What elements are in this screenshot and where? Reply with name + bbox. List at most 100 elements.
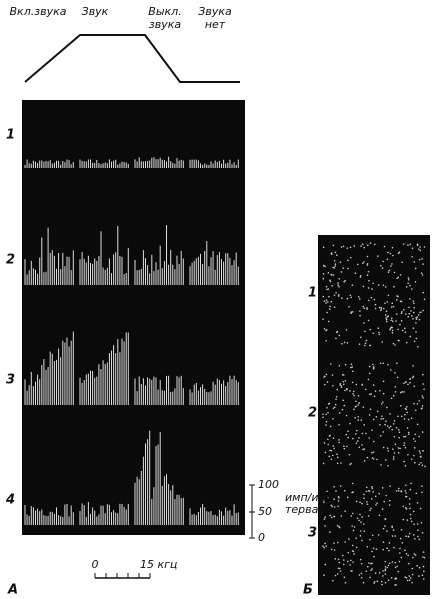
map-dot — [329, 305, 331, 308]
map-dot — [341, 373, 344, 376]
map-dot — [351, 381, 354, 384]
map-dot — [367, 270, 370, 273]
map-dot — [323, 264, 325, 267]
map-dot — [378, 306, 381, 309]
envelope-label: Звук — [82, 5, 109, 18]
map-dot — [365, 490, 368, 493]
map-dot — [414, 461, 416, 464]
map-dot — [389, 252, 392, 255]
map-dot — [423, 556, 426, 559]
map-dot — [332, 579, 334, 582]
map-dot — [376, 410, 379, 413]
map-dot — [369, 538, 371, 541]
map-dot — [334, 574, 337, 577]
map-dot — [367, 378, 370, 381]
map-dot — [365, 486, 368, 489]
map-dot — [366, 308, 368, 310]
map-dot — [391, 331, 394, 334]
map-dot — [374, 307, 377, 310]
map-dot — [325, 413, 327, 416]
envelope-label: Звука — [198, 5, 232, 18]
map-dot — [338, 277, 341, 280]
map-dot — [350, 311, 353, 313]
map-dot — [342, 245, 345, 248]
map-dot — [420, 272, 423, 275]
map-dot — [325, 329, 328, 331]
map-dot — [418, 258, 421, 261]
map-dot — [385, 317, 387, 319]
map-dot — [330, 504, 333, 507]
map-dot — [382, 362, 384, 365]
map-dot — [327, 301, 329, 303]
map-dot — [386, 301, 389, 303]
map-dot — [324, 265, 326, 268]
map-dot — [404, 549, 406, 552]
map-dot — [353, 390, 355, 393]
map-dot — [350, 296, 353, 299]
map-dot — [333, 260, 336, 262]
map-dot — [371, 550, 373, 553]
map-dot — [412, 300, 415, 302]
map-dot — [395, 299, 398, 301]
map-dot — [324, 542, 326, 545]
map-dot — [341, 342, 343, 345]
map-dot — [338, 285, 340, 288]
map-dot — [404, 490, 407, 492]
map-dot — [338, 441, 340, 444]
map-dot — [389, 499, 391, 502]
map-dot — [388, 269, 391, 272]
map-dot — [369, 408, 372, 410]
map-dot — [347, 259, 349, 262]
map-dot — [338, 412, 341, 414]
map-dot — [377, 534, 380, 536]
map-dot — [373, 580, 376, 583]
row-label: 4 — [5, 493, 15, 508]
map-dot — [420, 407, 423, 410]
map-dot — [366, 503, 369, 506]
map-dot — [348, 538, 350, 540]
map-dot — [416, 523, 419, 525]
map-dot — [363, 424, 366, 426]
map-dot — [329, 531, 331, 533]
map-dot — [333, 267, 336, 269]
map-dot — [360, 576, 363, 579]
map-dot — [402, 518, 405, 521]
map-dot — [400, 556, 403, 559]
map-dot — [382, 575, 384, 577]
map-dot — [384, 286, 387, 288]
map-dot — [419, 455, 422, 458]
map-dot — [351, 370, 354, 373]
map-dot — [352, 561, 354, 563]
map-dot — [399, 404, 402, 407]
map-dot — [360, 419, 362, 421]
map-dot — [386, 425, 389, 427]
map-dot — [376, 458, 378, 461]
map-dot — [365, 339, 368, 342]
map-dot — [359, 298, 361, 300]
map-dot — [367, 319, 370, 322]
map-dot — [387, 579, 390, 582]
map-dot — [403, 460, 406, 463]
map-dot — [359, 310, 361, 312]
map-dot — [343, 281, 345, 283]
map-dot — [421, 405, 424, 407]
map-dot — [352, 393, 354, 395]
map-dot — [322, 499, 325, 502]
map-dot — [407, 315, 410, 318]
map-dot — [412, 317, 414, 320]
map-dot — [382, 284, 385, 287]
map-dot — [382, 401, 384, 403]
map-dot — [370, 507, 372, 510]
map-dot — [400, 391, 402, 394]
map-dot — [412, 556, 414, 559]
map-dot — [357, 416, 359, 418]
map-dot — [404, 413, 406, 416]
map-dot — [386, 447, 389, 450]
map-dot — [334, 251, 337, 254]
map-dot — [414, 281, 417, 283]
map-dot — [359, 276, 362, 278]
map-dot — [359, 558, 362, 561]
map-dot — [404, 495, 407, 498]
map-dot — [390, 326, 393, 328]
map-dot — [382, 527, 385, 530]
